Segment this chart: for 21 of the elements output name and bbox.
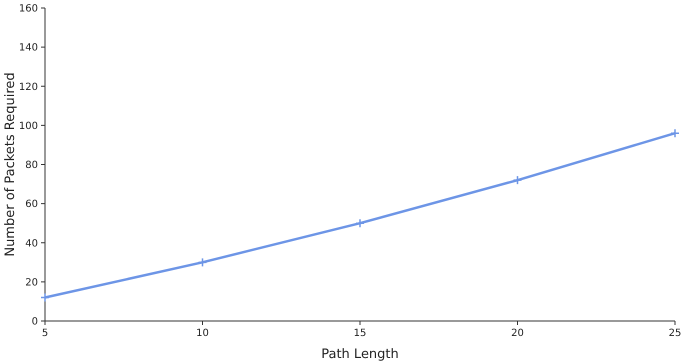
y-tick-label: 0 [32,316,38,328]
point [355,218,365,228]
y-axis-title: Number of Packets Required [3,72,18,257]
x-tick-label: 20 [511,328,524,339]
y-tick-label: 140 [18,42,38,54]
y-tick-label: 20 [25,277,38,288]
point [670,128,680,138]
x-tick-label: 15 [354,328,366,339]
y-tick-label: 120 [18,82,38,93]
point [40,292,50,302]
point [512,175,522,185]
x-tick-label: 25 [668,328,682,339]
y-tick-label: 40 [25,238,38,250]
x-axis-title: Path Length [321,347,399,362]
y-tick-label: 100 [18,120,38,132]
x-tick-label: 10 [196,328,209,339]
y-tick-label: 160 [18,4,38,14]
x-tick-label: 5 [42,328,48,339]
y-tick-label: 60 [25,199,38,210]
point [198,258,208,268]
y-tick-label: 80 [25,160,38,171]
